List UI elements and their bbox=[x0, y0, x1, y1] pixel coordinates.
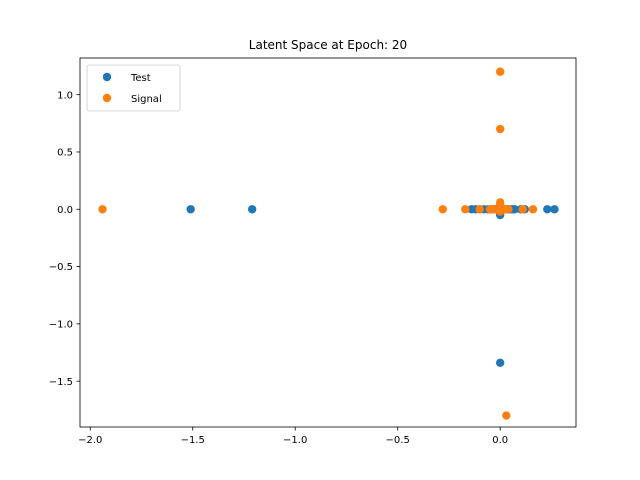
point-signal bbox=[461, 205, 470, 214]
point-signal bbox=[98, 205, 107, 214]
point-test bbox=[186, 205, 195, 214]
point-test bbox=[247, 205, 257, 214]
y-axis-ticks: 1.0 0.5 0.0 −0.5 −1.0 −1.5 bbox=[49, 90, 80, 388]
x-tick-label: 0.0 bbox=[492, 435, 508, 446]
x-tick-label: −1.0 bbox=[283, 435, 307, 446]
point-test bbox=[495, 358, 505, 368]
point-test bbox=[543, 205, 552, 214]
x-tick-label: −1.5 bbox=[181, 435, 205, 446]
y-tick-label: −1.5 bbox=[49, 377, 73, 388]
y-tick-label: 0.5 bbox=[57, 148, 73, 159]
point-test bbox=[510, 205, 519, 214]
data-points bbox=[98, 67, 559, 420]
y-tick-label: 0.0 bbox=[57, 205, 73, 216]
legend-marker-test bbox=[102, 72, 112, 82]
point-signal bbox=[475, 205, 484, 214]
plot-area-frame bbox=[79, 57, 577, 428]
point-signal bbox=[504, 205, 513, 214]
point-signal bbox=[518, 205, 527, 214]
chart-title: Latent Space at Epoch: 20 bbox=[249, 38, 407, 52]
y-tick-label: −1.0 bbox=[49, 319, 73, 330]
legend-marker-signal bbox=[102, 93, 112, 103]
point-signal bbox=[528, 205, 538, 214]
point-signal bbox=[495, 207, 505, 216]
x-axis-ticks: −2.0 −1.5 −1.0 −0.5 0.0 bbox=[78, 427, 508, 446]
y-tick-label: −0.5 bbox=[49, 262, 73, 273]
legend-label-signal: Signal bbox=[131, 94, 162, 105]
y-tick-label: 1.0 bbox=[57, 90, 73, 101]
point-signal bbox=[438, 205, 447, 214]
x-tick-label: −0.5 bbox=[386, 435, 410, 446]
point-signal bbox=[502, 411, 511, 420]
legend: Test Signal bbox=[86, 64, 181, 112]
point-signal bbox=[495, 67, 505, 76]
legend-label-test: Test bbox=[130, 73, 151, 84]
x-tick-label: −2.0 bbox=[78, 435, 102, 446]
point-test bbox=[550, 205, 559, 214]
point-signal bbox=[495, 124, 505, 134]
